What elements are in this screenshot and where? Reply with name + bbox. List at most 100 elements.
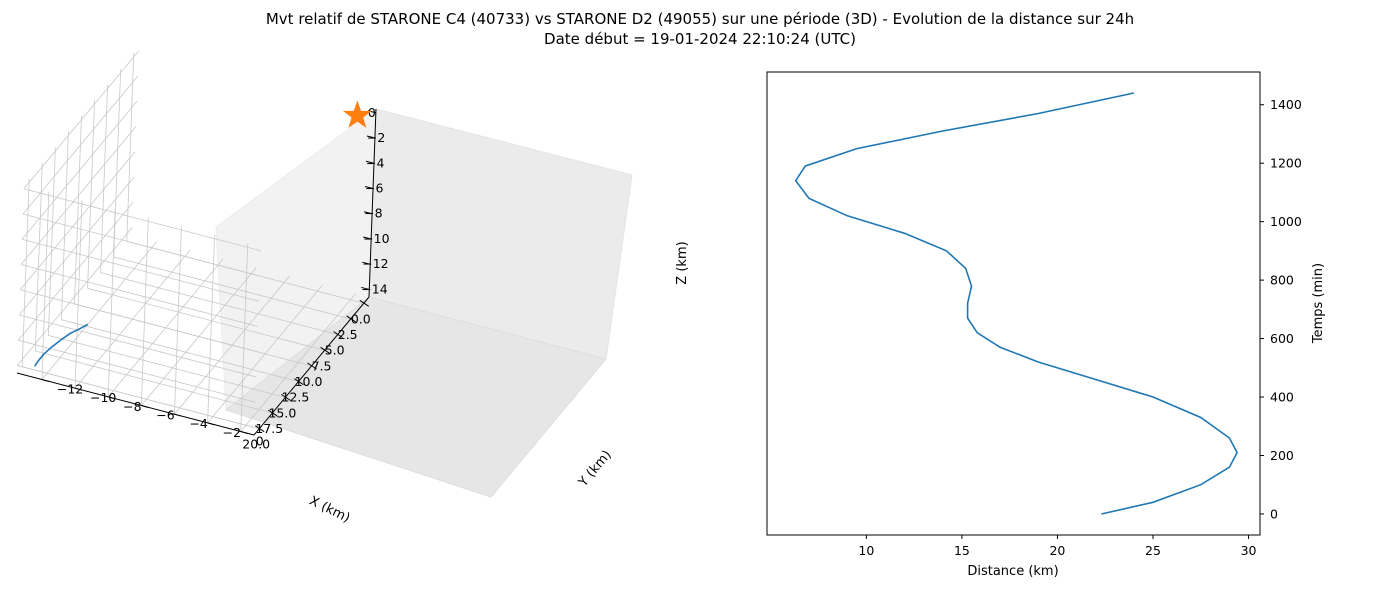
x-tick-label: 20.0	[242, 437, 270, 452]
y-gridline-floor	[240, 293, 357, 432]
z-gridline-wall-a	[17, 201, 134, 341]
axes-2d: 10 15 20 25 30 0 200 400 600 800 1000 1200 1400	[858, 97, 1301, 558]
star-marker	[342, 100, 372, 128]
x-tick-label: 30	[1241, 543, 1257, 558]
y-tick-label: −12	[57, 382, 83, 397]
z-gridline-wall-a	[23, 50, 140, 190]
x-tick-label: 2.5	[338, 327, 358, 342]
y-gridline-floor	[207, 284, 323, 424]
z-tick	[365, 160, 375, 164]
x-tick	[333, 331, 343, 339]
distance-series-line	[794, 92, 1239, 515]
x-tick	[307, 362, 317, 370]
z-tick-label: −4	[366, 155, 384, 170]
grid-3d	[16, 50, 364, 432]
y-tick-label: 1400	[1270, 97, 1302, 112]
y-gridline-wall	[240, 243, 249, 432]
x-gridline-floor	[113, 256, 351, 320]
z-gridline-wall-a	[21, 100, 138, 240]
y-gridline-wall	[41, 191, 50, 380]
x-gridline-floor	[35, 350, 273, 414]
x-tick	[281, 393, 291, 401]
x-tick-label: 20	[1049, 543, 1065, 558]
x-axis-label: Distance (km)	[967, 564, 1058, 579]
z-tick-label: 0	[368, 105, 376, 120]
y-gridline-wall	[74, 200, 83, 389]
z-gridline-wall-b	[21, 238, 260, 302]
y-gridline-wall	[174, 226, 182, 415]
z-tick-label: −10	[363, 231, 389, 246]
x-tick	[346, 315, 356, 323]
y-gridline-wall	[140, 217, 149, 406]
y-tick	[74, 387, 83, 391]
y-tick-label: 800	[1270, 273, 1294, 288]
y-tick-label: −2	[223, 425, 241, 440]
x-gridline-wall	[100, 84, 109, 273]
z-gridline-wall-b	[18, 339, 256, 403]
x-tick	[359, 299, 370, 307]
y-gridline-wall	[107, 208, 116, 397]
x-tick-label: 25	[1145, 543, 1161, 558]
x-gridline-wall	[74, 115, 82, 305]
y-tick	[174, 413, 182, 417]
data-3d	[34, 100, 372, 367]
z-gridline-wall-a	[22, 75, 139, 215]
y-tick-label: −6	[156, 408, 174, 423]
z-axis-label: Z (km)	[675, 241, 690, 284]
z-gridline-wall-b	[19, 289, 258, 353]
y-tick-label: −4	[189, 416, 207, 431]
y-tick-label: 1200	[1270, 156, 1302, 171]
plot-frame	[766, 71, 1261, 536]
y-tick-label: −8	[123, 399, 141, 414]
z-axis-line	[368, 108, 377, 298]
z-gridline-wall-b	[17, 365, 255, 428]
x-gridline-wall	[47, 147, 56, 336]
z-tick-label: −14	[361, 281, 387, 296]
z-gridline-wall-a	[19, 151, 136, 290]
y-tick	[207, 422, 215, 426]
z-tick	[362, 261, 371, 265]
z-tick	[363, 236, 372, 240]
y-tick-label: 600	[1270, 331, 1294, 346]
x-tick	[294, 378, 304, 386]
x-gridline-wall	[21, 178, 30, 367]
z-tick	[363, 211, 373, 215]
z-tick-label: −2	[367, 130, 385, 145]
x-tick	[254, 425, 265, 433]
y-tick-label: 1000	[1270, 214, 1302, 229]
z-tick	[361, 286, 370, 290]
y-tick	[141, 405, 149, 408]
y-tick	[41, 379, 49, 382]
x-tick-label: 12.5	[282, 390, 310, 405]
z-gridline-wall-b	[22, 213, 261, 277]
z-gridline-wall-b	[20, 264, 259, 327]
z-gridline-wall-b	[23, 188, 261, 252]
z-gridline-wall-a	[18, 176, 135, 316]
x-gridline-wall	[126, 53, 135, 242]
y-tick	[240, 431, 248, 435]
y-tick	[108, 396, 116, 400]
x-gridline-floor	[100, 272, 338, 336]
z-gridline-wall-a	[20, 126, 137, 265]
z-tick-label: −12	[362, 256, 388, 271]
x-tick-label: 10	[858, 543, 874, 558]
x-tick-label: 10.0	[295, 374, 323, 389]
z-tick-label: −6	[365, 180, 383, 195]
x-tick-label: 7.5	[312, 358, 332, 373]
x-tick-label: 15.0	[268, 405, 296, 420]
y-tick-label: 0	[256, 434, 264, 449]
trajectory-line	[34, 323, 89, 367]
y-axis-label: Temps (min)	[1311, 263, 1326, 344]
x-gridline-floor	[61, 319, 299, 383]
y-tick-label: 400	[1270, 390, 1294, 405]
z-gridline-wall-b	[19, 314, 257, 378]
y-gridline-wall	[207, 234, 215, 423]
z-tick	[364, 186, 374, 189]
x-tick	[320, 346, 330, 354]
x-gridline-floor	[48, 334, 286, 398]
axes-3d: 0.02.55.07.510.012.515.017.520.00−2−4−6−…	[16, 105, 390, 452]
figure-title: Mvt relatif de STARONE C4 (40733) vs STA…	[265, 10, 1135, 28]
